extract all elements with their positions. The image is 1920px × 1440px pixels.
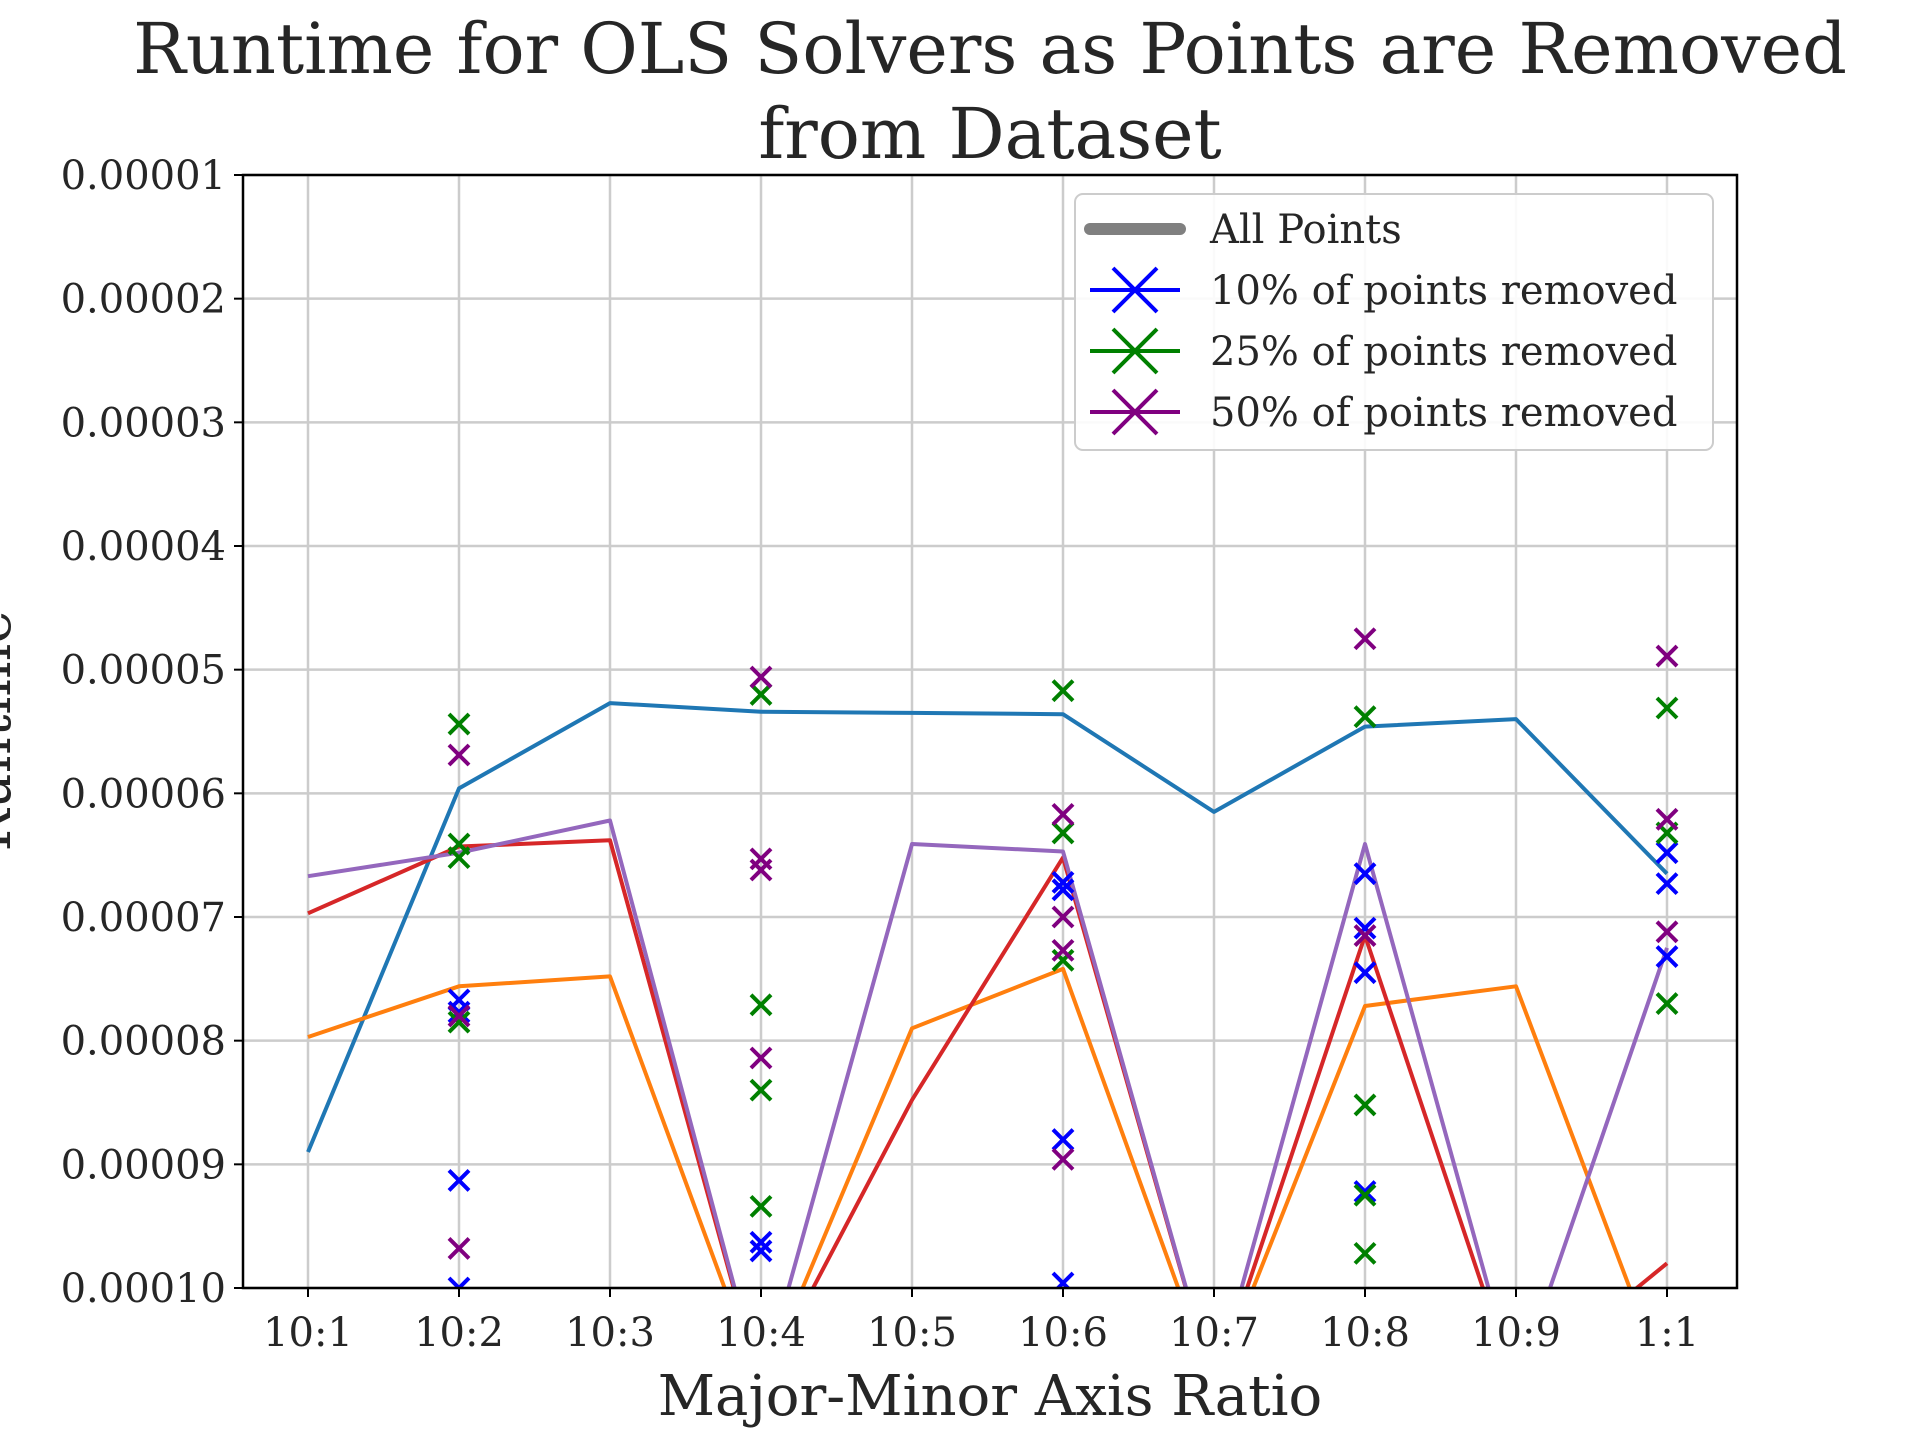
scatter-marker (749, 1194, 773, 1218)
chart-title-line-1: Runtime for OLS Solvers as Points are Re… (133, 8, 1847, 90)
scatter-marker (1051, 1128, 1075, 1152)
scatter-marker (749, 1046, 773, 1070)
scatter-marker (1051, 802, 1075, 826)
series-line-4 (307, 818, 1669, 1288)
y-tick-label: 0.00002 (61, 277, 226, 323)
y-tick-label: 0.00010 (61, 1266, 226, 1312)
scatter-marker (1655, 872, 1679, 896)
scatter-marker (1353, 1180, 1377, 1203)
scatter-marker (1051, 948, 1075, 972)
x-tick-label: 10:9 (1471, 1310, 1561, 1356)
y-axis-ticks: 0.00001 0.00002 0.00003 0.00004 0.00005 0.000… (61, 153, 243, 1312)
legend-swatch-marker (1111, 266, 1159, 314)
legend-label: 50% of points removed (1210, 390, 1677, 436)
legend-swatch-marker (1111, 388, 1159, 436)
scatter-marker (1051, 679, 1075, 703)
x-tick-label: 10:4 (716, 1310, 806, 1356)
scatter-marker (1051, 938, 1075, 962)
legend-label: 10% of points removed (1210, 268, 1677, 314)
legend: All Points 10% of points removed 25% of po… (1074, 193, 1714, 451)
scatter-marker (1051, 905, 1075, 929)
scatter-markers (447, 627, 1679, 1288)
scatter-marker (1353, 924, 1377, 947)
series-line-1 (306, 701, 1669, 1153)
x-axis-label: Major-Minor Axis Ratio (658, 1364, 1323, 1429)
scatter-marker (1655, 644, 1679, 668)
y-tick-label: 0.00007 (61, 895, 226, 941)
scatter-marker (1353, 961, 1377, 985)
legend-box (1074, 193, 1714, 451)
scatter-marker (749, 993, 773, 1017)
scatter-marker (749, 858, 773, 882)
scatter-marker (1051, 821, 1075, 845)
scatter-marker (1655, 920, 1679, 944)
scatter-marker (447, 1010, 471, 1034)
scatter-marker (1353, 1241, 1377, 1265)
plot-frame (241, 173, 1739, 1290)
scatter-marker (749, 1239, 773, 1263)
series-line-2 (307, 966, 1632, 1288)
scatter-marker (447, 1237, 471, 1260)
scatter-marker (1655, 992, 1679, 1015)
scatter-marker (749, 682, 773, 706)
x-tick-label: 10:7 (1169, 1310, 1259, 1356)
legend-swatch-marker (1111, 327, 1159, 375)
scatter-marker (1051, 878, 1075, 902)
scatter-marker (447, 1004, 471, 1028)
series-lines (306, 701, 1669, 1288)
legend-entry: 50% of points removed (1090, 388, 1677, 436)
scatter-marker (1353, 705, 1377, 729)
scatter-marker (1353, 916, 1377, 940)
legend-entry: 10% of points removed (1090, 266, 1677, 314)
scatter-marker (1655, 841, 1679, 865)
x-axis-ticks: 10:1 10:2 10:3 10:4 10:5 10:6 10:7 10:8 10:9 1:1 (263, 1288, 1699, 1356)
x-tick-label: 10:5 (867, 1310, 957, 1356)
y-tick-label: 0.00008 (61, 1019, 226, 1065)
x-tick-label: 10:2 (414, 1310, 504, 1356)
scatter-marker (447, 1000, 471, 1024)
scatter-marker (749, 1230, 773, 1254)
y-tick-label: 0.00005 (61, 648, 226, 694)
scatter-marker (1051, 1147, 1075, 1171)
chart-title-line-2: from Dataset (758, 93, 1221, 175)
x-tick-label: 1:1 (1635, 1310, 1699, 1356)
legend-entry: All Points (1084, 207, 1402, 253)
legend-entry: 25% of points removed (1090, 327, 1677, 375)
y-tick-label: 0.00006 (61, 771, 226, 817)
scatter-marker (447, 743, 471, 767)
scatter-marker (447, 712, 471, 736)
scatter-marker (1655, 696, 1679, 720)
scatter-marker (749, 665, 773, 689)
scatter-marker (1655, 945, 1679, 968)
x-tick-label: 10:3 (565, 1310, 655, 1356)
scatter-marker (749, 1078, 773, 1102)
legend-label: 25% of points removed (1210, 329, 1677, 375)
scatter-marker (447, 846, 471, 870)
legend-label: All Points (1209, 207, 1402, 253)
y-tick-label: 0.00009 (61, 1142, 226, 1188)
series-line-3 (307, 838, 1669, 1288)
scatter-marker (447, 1276, 471, 1288)
scatter-marker (1353, 1093, 1377, 1117)
scatter-marker (1353, 627, 1377, 651)
y-axis-label: Runtime (0, 611, 24, 852)
scatter-marker (1353, 862, 1377, 886)
y-tick-label: 0.00004 (61, 524, 226, 570)
scatter-marker (447, 1168, 471, 1192)
scatter-marker (1353, 1183, 1377, 1207)
x-tick-label: 10:6 (1018, 1310, 1108, 1356)
scatter-marker (1051, 1271, 1075, 1288)
scatter-marker (1051, 870, 1075, 894)
x-tick-label: 10:8 (1320, 1310, 1410, 1356)
scatter-marker (1655, 807, 1679, 831)
y-tick-label: 0.00001 (61, 153, 226, 199)
y-tick-label: 0.00003 (61, 400, 226, 446)
x-tick-label: 10:1 (263, 1310, 353, 1356)
